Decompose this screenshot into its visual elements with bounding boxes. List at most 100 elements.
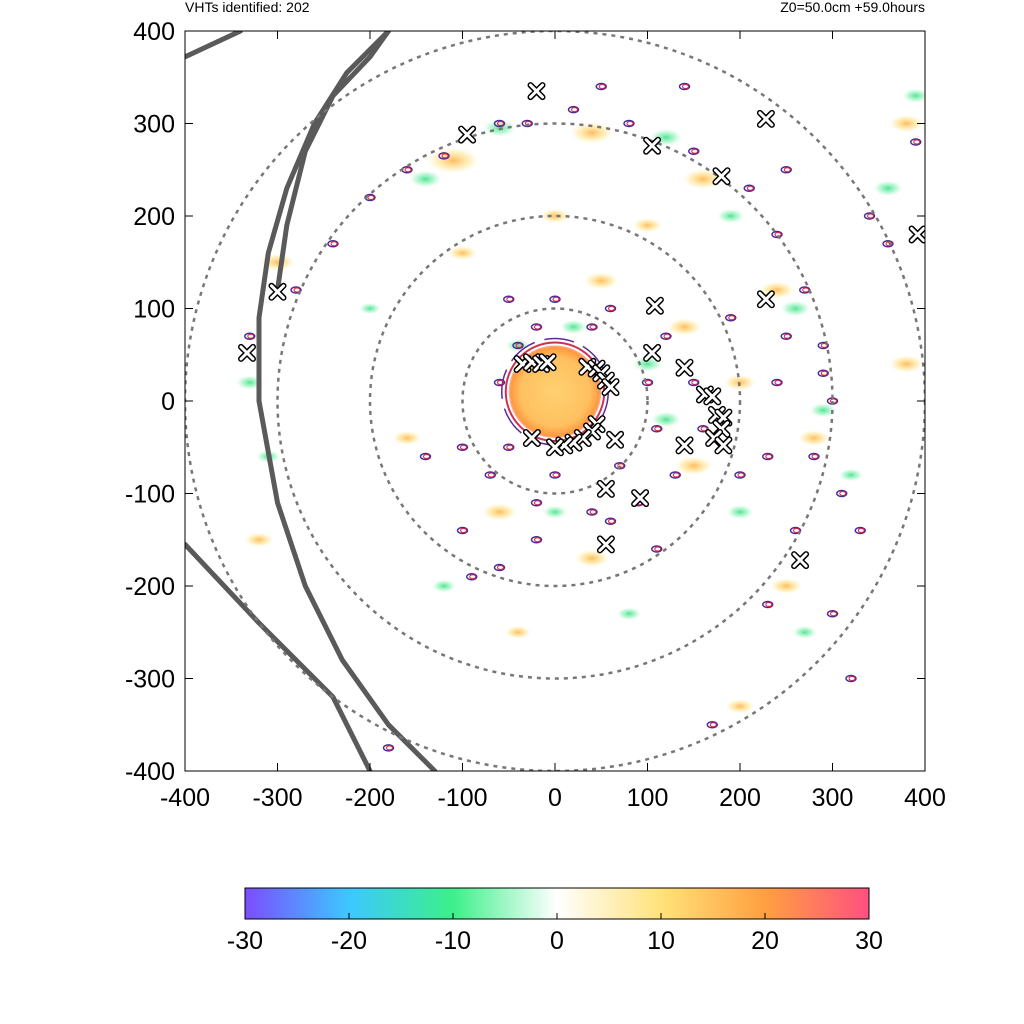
y-tick-label: -300: [125, 666, 175, 694]
vht-marker: [538, 353, 557, 372]
vht-contour: [512, 341, 524, 350]
vht-marker: [596, 479, 615, 498]
cool-patch: [872, 180, 904, 197]
cool-patch: [358, 302, 382, 315]
vht-contour-inner: [913, 139, 921, 145]
header-right-text: Z0=50.0cm +59.0hours: [780, 0, 925, 15]
vht-contour: [604, 304, 617, 313]
x-tick-label: -300: [252, 784, 302, 812]
vht-marker: [908, 225, 925, 244]
vht-contour: [808, 452, 820, 461]
vht-marker: [546, 438, 564, 457]
warm-patch: [569, 121, 615, 144]
vht-contour: [456, 443, 469, 451]
y-tick-label: -100: [125, 481, 175, 509]
range-rings: [185, 31, 925, 771]
coastline: [275, 31, 391, 293]
vht-contour-inner: [534, 500, 541, 506]
vht-contour: [863, 212, 876, 220]
warm-patch: [540, 208, 570, 224]
cool-patch: [559, 319, 588, 335]
vht-contour: [595, 82, 607, 91]
vht-marker: [596, 535, 615, 554]
coastline: [256, 398, 438, 771]
vht-contour-inner: [709, 722, 717, 728]
vht-contour-inner: [608, 306, 615, 311]
vht-contour: [688, 147, 700, 155]
colorbar-tick-label: 20: [751, 927, 779, 955]
cool-patch: [901, 88, 925, 104]
vht-contour-inner: [783, 167, 791, 173]
vht-marker: [714, 436, 733, 455]
vht-contour: [466, 573, 478, 581]
x-tick-label: -400: [160, 784, 210, 812]
vht-contour: [290, 286, 302, 294]
vht-marker: [527, 82, 546, 101]
warm-patch: [888, 355, 925, 373]
warm-patch: [583, 271, 620, 290]
colorbar-tick-label: -20: [331, 927, 367, 955]
vht-marker: [458, 125, 477, 144]
vht-marker: [791, 551, 810, 570]
vht-contour-inner: [654, 546, 662, 552]
vht-contour-inner: [598, 84, 606, 89]
vht-contour-inner: [487, 472, 495, 478]
vht-contour: [456, 526, 469, 535]
y-tick-label: 200: [133, 203, 175, 231]
x-tick-label: 300: [812, 784, 854, 812]
cool-patch: [792, 625, 818, 639]
vht-contour: [484, 471, 496, 479]
vht-contour-inner: [423, 454, 430, 459]
cool-patch: [408, 170, 443, 188]
eye-core-disk: [508, 345, 602, 438]
vht-contour: [854, 526, 866, 535]
vht-contour-inner: [460, 444, 467, 450]
vht-contour-inner: [460, 528, 467, 533]
vht-contour: [586, 323, 598, 331]
y-tick-label: 0: [161, 388, 175, 416]
vht-contour-inner: [746, 185, 754, 191]
vht-contour: [678, 82, 691, 91]
colorbar-tick-label: -30: [227, 927, 263, 955]
vht-contour-inner: [626, 121, 634, 126]
warm-patch: [797, 429, 831, 447]
vht-marker: [675, 358, 694, 377]
vht-contour-inner: [802, 287, 810, 293]
coastline: [185, 31, 243, 60]
x-tick-label: 0: [548, 784, 562, 812]
vht-contour: [493, 119, 506, 128]
colorbar-tick-label: 10: [647, 927, 675, 955]
vht-contour-inner: [820, 370, 828, 376]
vht-contour-inner: [515, 343, 523, 348]
vht-contour: [697, 425, 709, 433]
vht-contour: [567, 105, 580, 114]
vht-contour: [789, 526, 802, 535]
vht-contour-inner: [691, 148, 699, 154]
header-left-text: VHTs identified: 202: [185, 0, 310, 15]
vht-contour: [706, 721, 718, 729]
vht-contour: [780, 332, 792, 340]
vht-marker: [643, 136, 662, 155]
cool-patch: [780, 300, 811, 317]
vht-contour: [669, 471, 681, 479]
vht-contour-inner: [672, 472, 680, 478]
coastlines: [185, 31, 438, 771]
vht-contour: [503, 443, 515, 451]
cool-patch: [716, 208, 745, 224]
vht-marker: [675, 436, 694, 455]
vht-contour: [493, 563, 506, 572]
vht-contour-inner: [589, 324, 597, 330]
warm-patch: [632, 217, 663, 233]
vht-contour-inner: [589, 509, 597, 515]
y-tick-label: 300: [133, 111, 175, 139]
warm-patch: [244, 532, 274, 548]
axes: -400 -300 -200 -100 0 100 200 300 400 -400 -300 -20…: [125, 18, 946, 812]
vht-contour: [817, 341, 829, 350]
vht-contour: [660, 332, 672, 340]
vht-contour-inner: [765, 454, 773, 459]
cool-patch: [431, 579, 457, 593]
vht-contour-inner: [839, 491, 847, 496]
vht-contour: [651, 425, 663, 433]
plot-area: [185, 31, 925, 771]
vht-contour-inner: [654, 426, 662, 432]
